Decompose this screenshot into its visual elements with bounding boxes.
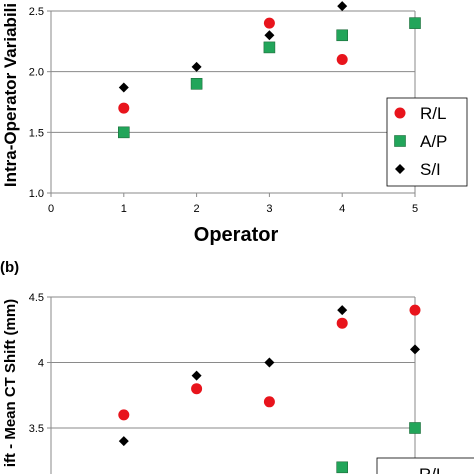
panel-b-point-ap	[336, 461, 349, 474]
panel-b-point-si	[118, 436, 129, 447]
legend-label-si: S/I	[420, 160, 441, 179]
panel-a-x-tick-label: 1	[121, 203, 127, 215]
panel-b-label: (b)	[0, 259, 19, 276]
panel-b-y-tick-label: 4	[38, 358, 44, 370]
panel-a-y-tick-label: 2.5	[29, 6, 44, 18]
panel-a-x-axis-title: Operator	[194, 224, 279, 246]
legend-marker-ap	[394, 135, 406, 147]
panel-b: (b) ift - Mean CT Shift (mm) 3.5 4 4.5 R/L	[0, 259, 474, 474]
panel-a-point-rl	[336, 54, 348, 66]
panel-b-y-axis-title: ift - Mean CT Shift (mm)	[2, 299, 19, 467]
panel-a-x-tick-label: 5	[412, 203, 418, 215]
panel-a-y-tick-label: 2.0	[29, 67, 44, 79]
panel-b-point-rl	[118, 409, 130, 421]
legend-label-rl: R/L	[420, 104, 446, 123]
panel-a-x-tick-label: 2	[194, 203, 200, 215]
panel-a: Intra-Operator Variabili Operator 1.0 1.5…	[1, 1, 468, 246]
panel-a-x-tick-label: 3	[266, 203, 272, 215]
panel-b-point-rl	[263, 396, 275, 408]
panel-b-point-rl	[409, 304, 421, 316]
panel-b-point-rl	[336, 317, 348, 329]
panel-a-point-ap	[118, 126, 130, 139]
panel-b-y-tick-label: 4.5	[29, 292, 44, 304]
panel-a-point-ap	[263, 41, 276, 54]
panel-b-legend-label: R/L	[419, 465, 445, 474]
panel-a-y-tick-label: 1.5	[29, 127, 44, 139]
panel-a-x-tick-label: 0	[48, 203, 54, 215]
panel-b-y-tick-label: 3.5	[29, 423, 44, 435]
panel-a-point-ap	[409, 17, 421, 29]
panel-b-point-ap	[409, 422, 421, 434]
panel-a-legend: R/L A/P S/I	[386, 97, 468, 187]
panel-a-point-si	[191, 61, 202, 72]
panel-b-point-si	[264, 357, 275, 368]
panel-a-point-si	[264, 30, 275, 41]
panel-a-point-rl	[263, 17, 275, 29]
panel-b-point-si	[337, 305, 348, 316]
panel-a-y-tick-label: 1.0	[29, 188, 44, 200]
panel-a-y-axis-title: Intra-Operator Variabili	[1, 3, 20, 187]
panel-a-point-si	[337, 1, 348, 12]
panel-a-point-rl	[118, 102, 130, 114]
legend-marker-rl	[394, 107, 406, 119]
legend-label-ap: A/P	[420, 132, 447, 151]
panel-b-point-si	[410, 344, 420, 355]
panel-b-legend: R/L	[376, 457, 474, 474]
panel-b-point-rl	[191, 383, 203, 395]
panel-a-point-ap	[190, 78, 203, 90]
panel-a-point-si	[118, 82, 129, 93]
panel-a-x-tick-label: 4	[339, 203, 345, 215]
panel-a-point-ap	[336, 29, 349, 42]
panel-b-point-si	[191, 370, 202, 381]
legend-marker-si	[395, 164, 405, 174]
legend-box	[376, 457, 474, 474]
